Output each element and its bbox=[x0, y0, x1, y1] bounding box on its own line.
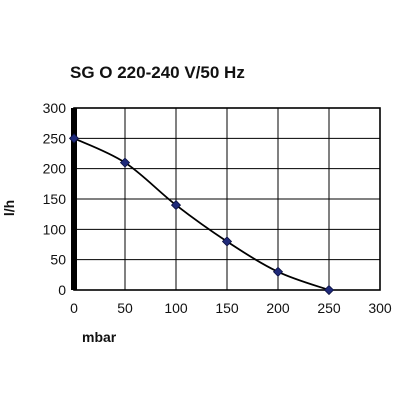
x-tick-label: 50 bbox=[117, 300, 133, 316]
y-tick-label: 150 bbox=[43, 191, 67, 207]
x-tick-label: 300 bbox=[368, 300, 392, 316]
x-tick-label: 100 bbox=[164, 300, 188, 316]
x-tick-label: 0 bbox=[70, 300, 78, 316]
x-tick-labels: 0 50 100 150 200 250 300 bbox=[70, 300, 392, 316]
y-tick-label: 250 bbox=[43, 130, 67, 146]
data-point bbox=[272, 266, 284, 277]
chart-title: SG O 220-240 V/50 Hz bbox=[70, 63, 245, 82]
x-tick-label: 150 bbox=[215, 300, 239, 316]
y-axis-label: l/h bbox=[1, 200, 17, 216]
data-markers bbox=[68, 133, 335, 296]
y-axis-bar bbox=[71, 108, 77, 290]
data-point bbox=[221, 236, 233, 247]
y-tick-label: 50 bbox=[50, 252, 66, 268]
y-tick-label: 200 bbox=[43, 161, 67, 177]
data-point bbox=[323, 284, 335, 296]
x-tick-label: 200 bbox=[266, 300, 290, 316]
x-tick-label: 250 bbox=[317, 300, 341, 316]
y-tick-label: 0 bbox=[58, 282, 66, 298]
series-line bbox=[73, 137, 330, 291]
data-point bbox=[170, 200, 182, 211]
data-point bbox=[119, 157, 131, 168]
data-point bbox=[68, 133, 80, 144]
y-tick-label: 300 bbox=[43, 100, 67, 116]
x-axis-label: mbar bbox=[82, 329, 117, 345]
y-tick-label: 100 bbox=[43, 221, 67, 237]
y-tick-labels: 0 50 100 150 200 250 300 bbox=[43, 100, 67, 298]
grid bbox=[74, 108, 380, 290]
